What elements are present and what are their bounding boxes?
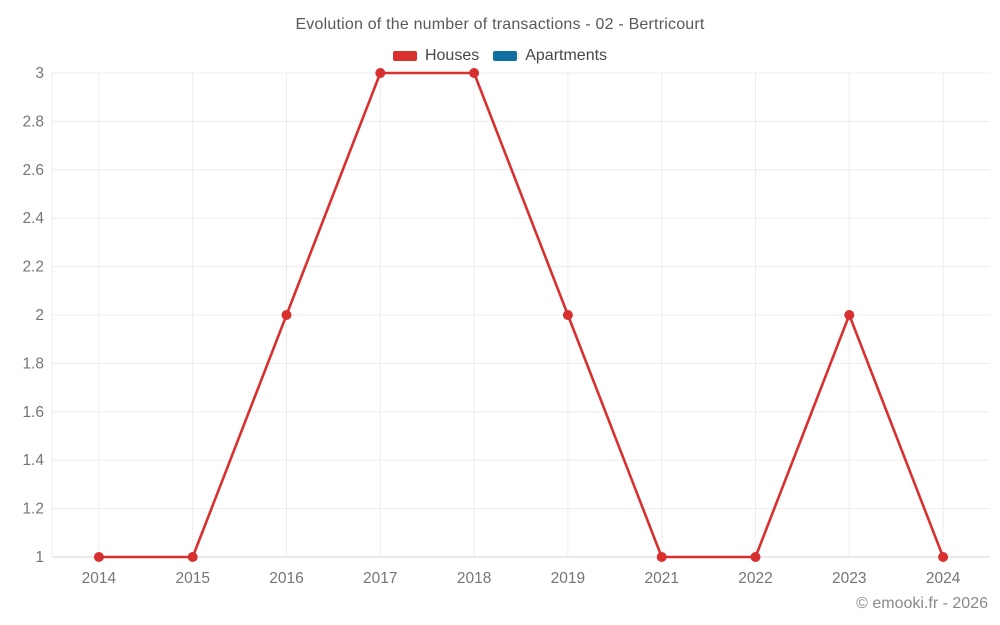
data-point-houses-2016[interactable] (281, 310, 292, 320)
data-point-houses-2023[interactable] (844, 310, 855, 320)
data-point-houses-2022[interactable] (750, 552, 761, 562)
legend-item-apartments[interactable]: Apartments (493, 47, 607, 65)
x-tick-label: 2021 (644, 570, 678, 587)
legend-label: Apartments (525, 47, 608, 64)
y-tick-label: 3 (35, 65, 44, 82)
legend-label: Houses (424, 47, 480, 64)
y-tick-label: 1 (35, 549, 44, 566)
series-line-houses (97, 71, 945, 559)
y-tick-label: 1.8 (22, 355, 44, 372)
y-tick-label: 2.6 (22, 162, 44, 179)
x-tick-label: 2022 (738, 570, 772, 587)
data-point-houses-2019[interactable] (562, 310, 573, 320)
chart-legend: Houses Apartments (0, 45, 1000, 67)
data-point-houses-2021[interactable] (656, 552, 667, 562)
legend-swatch-apartments (493, 51, 518, 61)
x-tick-label: 2017 (363, 570, 397, 587)
data-point-houses-2014[interactable] (93, 552, 104, 562)
y-tick-label: 1.2 (22, 501, 44, 518)
legend-swatch-houses (392, 51, 417, 61)
data-point-houses-2018[interactable] (469, 68, 480, 78)
x-tick-label: 2016 (269, 570, 303, 587)
x-tick-label: 2019 (551, 570, 585, 587)
data-point-houses-2024[interactable] (938, 552, 949, 562)
chart-title: Evolution of the number of transactions … (295, 16, 705, 33)
x-tick-label: 2023 (832, 570, 866, 587)
legend-item-houses[interactable]: Houses (392, 47, 480, 65)
y-tick-label: 2 (35, 307, 44, 324)
y-tick-label: 1.6 (22, 404, 44, 421)
y-tick-label: 2.2 (22, 259, 44, 276)
y-tick-label: 2.8 (22, 113, 44, 130)
x-tick-label: 2015 (175, 570, 209, 587)
x-tick-label: 2024 (926, 570, 961, 587)
data-point-houses-2015[interactable] (187, 552, 198, 562)
x-tick-label: 2018 (457, 570, 491, 587)
x-tick-label: 2014 (82, 570, 117, 587)
y-tick-label: 2.4 (22, 210, 44, 227)
data-point-houses-2017[interactable] (375, 68, 386, 78)
y-tick-label: 1.4 (22, 452, 44, 469)
footer-credit: © emooki.fr - 2026 (856, 595, 988, 612)
